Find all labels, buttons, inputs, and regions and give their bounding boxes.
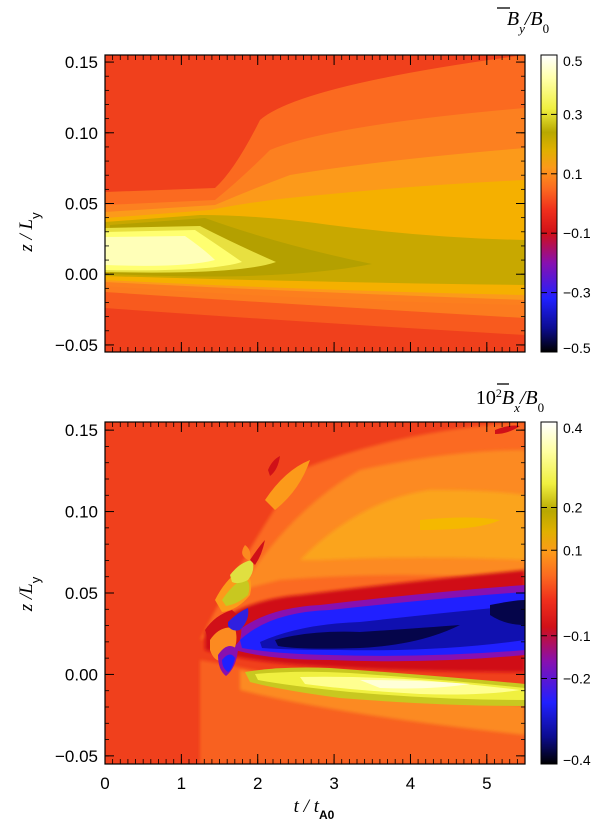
x-tick-label: 2 xyxy=(253,774,262,793)
colorbar-tick-label: −0.4 xyxy=(563,752,591,768)
bottom-y-axis: 0.15 0.10 0.05 0.00 −0.05 xyxy=(55,421,525,766)
y-tick-label: 0.10 xyxy=(65,503,98,522)
colorbar-tick-label: −0.1 xyxy=(563,628,591,644)
colorbar-tick-label: −0.1 xyxy=(563,225,591,241)
top-colorbar-frame xyxy=(540,54,558,353)
x-tick-label: 3 xyxy=(329,774,338,793)
colorbar-tick-label: −0.3 xyxy=(563,285,591,301)
x-tick-label: 5 xyxy=(482,774,491,793)
bottom-colorbar-frame xyxy=(540,421,558,765)
colorbar-tick-label: −0.5 xyxy=(563,340,591,356)
colorbar-tick-label: 0.1 xyxy=(563,542,583,558)
bottom-x-axis: 0 1 2 3 4 5 xyxy=(100,422,526,793)
bottom-colorbar-title: 102Bx/B0 xyxy=(476,386,544,415)
top-colorbar-ticks: 0.5 0.3 0.1 −0.1 −0.3 −0.5 xyxy=(541,53,591,356)
x-tick-label: 4 xyxy=(406,774,415,793)
bottom-colorbar xyxy=(541,422,557,764)
y-tick-label: −0.05 xyxy=(55,747,98,766)
top-y-axis: 0.15 0.10 0.05 0.00 −0.05 xyxy=(55,53,525,355)
colorbar-tick-label: 0.5 xyxy=(563,53,583,69)
x-tick-label: 0 xyxy=(100,774,109,793)
bottom-x-axis-label: t / tA0 xyxy=(294,796,335,822)
top-y-axis-label: z / Ly xyxy=(16,212,43,253)
y-tick-label: 0.00 xyxy=(65,265,98,284)
bottom-y-axis-label: z /Ly xyxy=(16,576,43,612)
y-tick-label: 0.00 xyxy=(65,665,98,684)
y-tick-label: 0.15 xyxy=(65,53,98,72)
top-colorbar-title: By/B0 xyxy=(507,8,549,36)
bottom-panel: 0.15 0.10 0.05 0.00 −0.05 0 1 2 3 4 5 z /Ly t / t… xyxy=(16,383,591,822)
colorbar-tick-label: −0.2 xyxy=(563,671,591,687)
top-colorbar xyxy=(541,55,557,352)
x-tick-label: 1 xyxy=(177,774,186,793)
colorbar-tick-label: 0.4 xyxy=(563,420,583,436)
bottom-colorbar-ticks: 0.4 0.2 0.1 −0.1 −0.2 −0.4 xyxy=(541,420,591,768)
top-panel: 0.15 0.10 0.05 0.00 −0.05 z / Ly 0.5 0.3 0.1 −0… xyxy=(16,7,591,356)
y-tick-label: 0.15 xyxy=(65,421,98,440)
y-tick-label: −0.05 xyxy=(55,336,98,355)
colorbar-tick-label: 0.3 xyxy=(563,106,583,122)
top-heatmap-field xyxy=(105,55,525,352)
bottom-heatmap-field xyxy=(105,422,525,764)
y-tick-label: 0.05 xyxy=(65,584,98,603)
colorbar-tick-label: 0.2 xyxy=(563,500,583,516)
top-x-ticks xyxy=(104,55,526,352)
y-tick-label: 0.10 xyxy=(65,124,98,143)
y-tick-label: 0.05 xyxy=(65,195,98,214)
colorbar-tick-label: 0.1 xyxy=(563,166,583,182)
